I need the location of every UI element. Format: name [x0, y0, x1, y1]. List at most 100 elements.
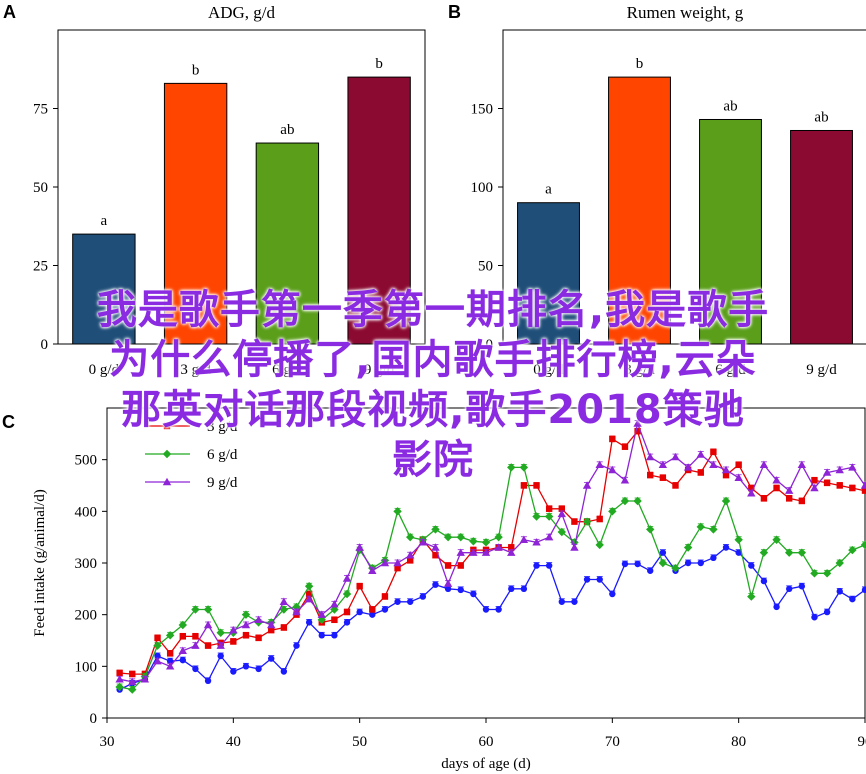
data-point	[835, 558, 844, 568]
bar-3gd	[163, 82, 228, 345]
data-point	[722, 544, 730, 551]
data-point	[494, 532, 503, 542]
data-point	[356, 608, 363, 616]
data-point	[608, 465, 617, 474]
data-point	[544, 512, 554, 521]
data-point	[317, 610, 326, 618]
data-point	[759, 548, 769, 557]
data-point	[709, 525, 718, 534]
data-point	[394, 564, 401, 572]
data-point	[166, 657, 174, 665]
data-point	[229, 625, 238, 634]
data-point	[822, 569, 832, 578]
data-point	[380, 558, 390, 567]
panel-letter: A	[3, 2, 16, 22]
y-tick-label: 50	[33, 180, 48, 196]
x-tick-label: 60	[479, 734, 494, 750]
data-point	[582, 517, 592, 526]
x-category-label: 0 g/d	[89, 362, 120, 378]
data-point	[469, 548, 478, 556]
data-point	[356, 583, 363, 590]
data-point	[596, 576, 603, 583]
data-point	[355, 543, 364, 551]
data-point	[545, 562, 553, 569]
data-point	[860, 481, 866, 489]
data-point	[154, 634, 161, 642]
data-point	[710, 448, 717, 456]
x-tick-label: 30	[100, 734, 115, 750]
data-point	[178, 620, 187, 630]
data-point	[444, 562, 452, 569]
data-point	[368, 566, 377, 574]
data-point	[381, 593, 389, 600]
data-point	[369, 611, 376, 618]
bar-0gd	[517, 202, 580, 345]
data-point	[620, 476, 630, 484]
data-point	[608, 507, 617, 516]
data-point	[162, 449, 172, 459]
data-point	[748, 562, 755, 569]
bar-0gd	[72, 233, 136, 345]
series-0gd-gd	[116, 544, 866, 693]
data-point	[697, 559, 704, 567]
data-point	[558, 598, 565, 605]
data-point	[165, 662, 175, 670]
data-point	[443, 532, 453, 542]
data-point	[482, 606, 490, 613]
bar-significance-label: ab	[723, 98, 737, 114]
data-point	[520, 482, 528, 489]
x-category-label: 6 g/d	[715, 362, 746, 378]
data-point	[848, 463, 857, 471]
x-category-label: 3 g/d	[180, 362, 211, 378]
data-point	[836, 482, 843, 489]
data-point	[279, 605, 289, 614]
data-point	[735, 549, 742, 556]
bar-6gd	[255, 142, 320, 345]
x-category-label: 0 g/d	[533, 362, 564, 378]
data-point	[216, 641, 225, 649]
data-point	[734, 535, 743, 544]
data-point	[179, 633, 186, 640]
data-point	[140, 675, 150, 683]
data-point	[280, 624, 288, 631]
data-point	[432, 552, 439, 559]
data-point	[659, 549, 667, 556]
data-point	[432, 581, 439, 588]
data-point	[204, 642, 212, 649]
x-axis-label: days of age (d)	[441, 756, 531, 772]
data-point	[255, 665, 262, 673]
y-tick-label: 500	[75, 453, 98, 469]
data-point	[407, 598, 414, 605]
chart-title: Rumen weight, g	[627, 3, 744, 22]
data-point	[115, 675, 124, 683]
data-point	[759, 460, 769, 469]
data-point	[620, 496, 630, 506]
data-point	[481, 538, 491, 547]
data-point	[811, 614, 818, 621]
data-point	[533, 482, 540, 489]
data-point	[330, 600, 339, 608]
data-point	[849, 595, 856, 603]
data-point	[165, 631, 175, 640]
data-point	[849, 484, 856, 492]
x-category-label: 9 g/d	[806, 362, 837, 378]
data-point	[596, 515, 603, 523]
data-point	[798, 583, 806, 590]
data-point	[748, 484, 755, 492]
bar-significance-label: ab	[814, 109, 828, 125]
data-point	[709, 460, 718, 469]
y-tick-label: 200	[75, 608, 98, 624]
data-point	[760, 495, 768, 502]
data-point	[331, 616, 338, 624]
data-point	[558, 505, 565, 512]
legend-label: 9 g/d	[207, 475, 238, 491]
data-point	[507, 463, 516, 472]
data-point	[647, 567, 654, 574]
series-line	[119, 466, 866, 691]
data-point	[798, 497, 806, 505]
data-point	[191, 641, 200, 649]
data-point	[811, 477, 818, 484]
panel-letter: C	[2, 412, 15, 432]
data-point	[797, 548, 807, 557]
